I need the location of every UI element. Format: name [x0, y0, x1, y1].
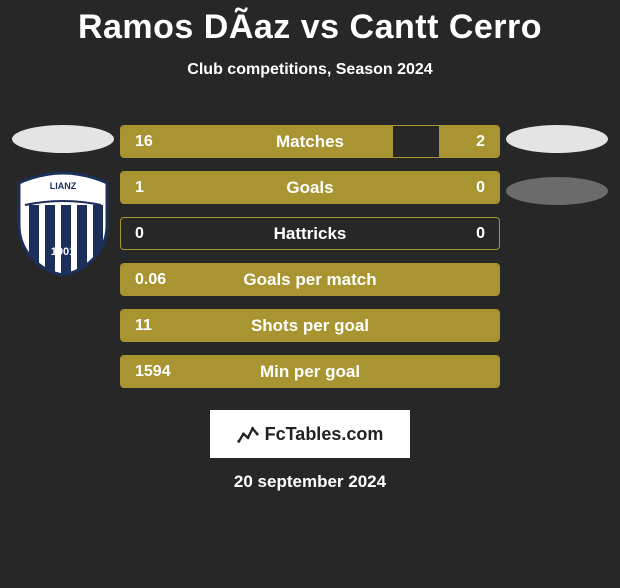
- stat-label: Min per goal: [121, 362, 499, 382]
- stat-label: Goals: [121, 178, 499, 198]
- stat-label: Goals per match: [121, 270, 499, 290]
- stat-row-goals: 1 Goals 0: [120, 171, 500, 204]
- subtitle: Club competitions, Season 2024: [0, 61, 620, 79]
- stat-label: Matches: [121, 132, 499, 152]
- stats-column: 16 Matches 2 1 Goals 0 0 Hattricks 0 0.0…: [118, 125, 502, 388]
- page-title: Ramos DÃ­az vs Cantt Cerro: [0, 8, 620, 47]
- svg-text:1901: 1901: [51, 246, 75, 258]
- stat-value-right: 0: [476, 225, 485, 243]
- stat-row-goals-per-match: 0.06 Goals per match: [120, 263, 500, 296]
- stat-label: Hattricks: [121, 224, 499, 244]
- stat-label: Shots per goal: [121, 316, 499, 336]
- stat-row-hattricks: 0 Hattricks 0: [120, 217, 500, 250]
- stat-row-min-per-goal: 1594 Min per goal: [120, 355, 500, 388]
- brand-box[interactable]: FcTables.com: [210, 410, 410, 458]
- stat-value-right: 2: [476, 133, 485, 151]
- left-player-column: LIANZ 1901: [8, 125, 118, 388]
- player-oval-right-2: [506, 177, 608, 205]
- right-player-column: [502, 125, 612, 388]
- date-text: 20 september 2024: [0, 472, 620, 492]
- brand-text: FcTables.com: [265, 424, 384, 445]
- stat-value-right: 0: [476, 179, 485, 197]
- comparison-area: LIANZ 1901 16 Matches 2 1 Goals 0 0 Hatt…: [0, 125, 620, 388]
- player-oval-right-1: [506, 125, 608, 153]
- stat-row-shots-per-goal: 11 Shots per goal: [120, 309, 500, 342]
- stat-row-matches: 16 Matches 2: [120, 125, 500, 158]
- club-badge-alianza: LIANZ 1901: [15, 169, 111, 277]
- shield-icon: LIANZ 1901: [15, 169, 111, 277]
- chart-icon: [237, 423, 259, 445]
- player-oval-left: [12, 125, 114, 153]
- svg-text:LIANZ: LIANZ: [50, 181, 77, 191]
